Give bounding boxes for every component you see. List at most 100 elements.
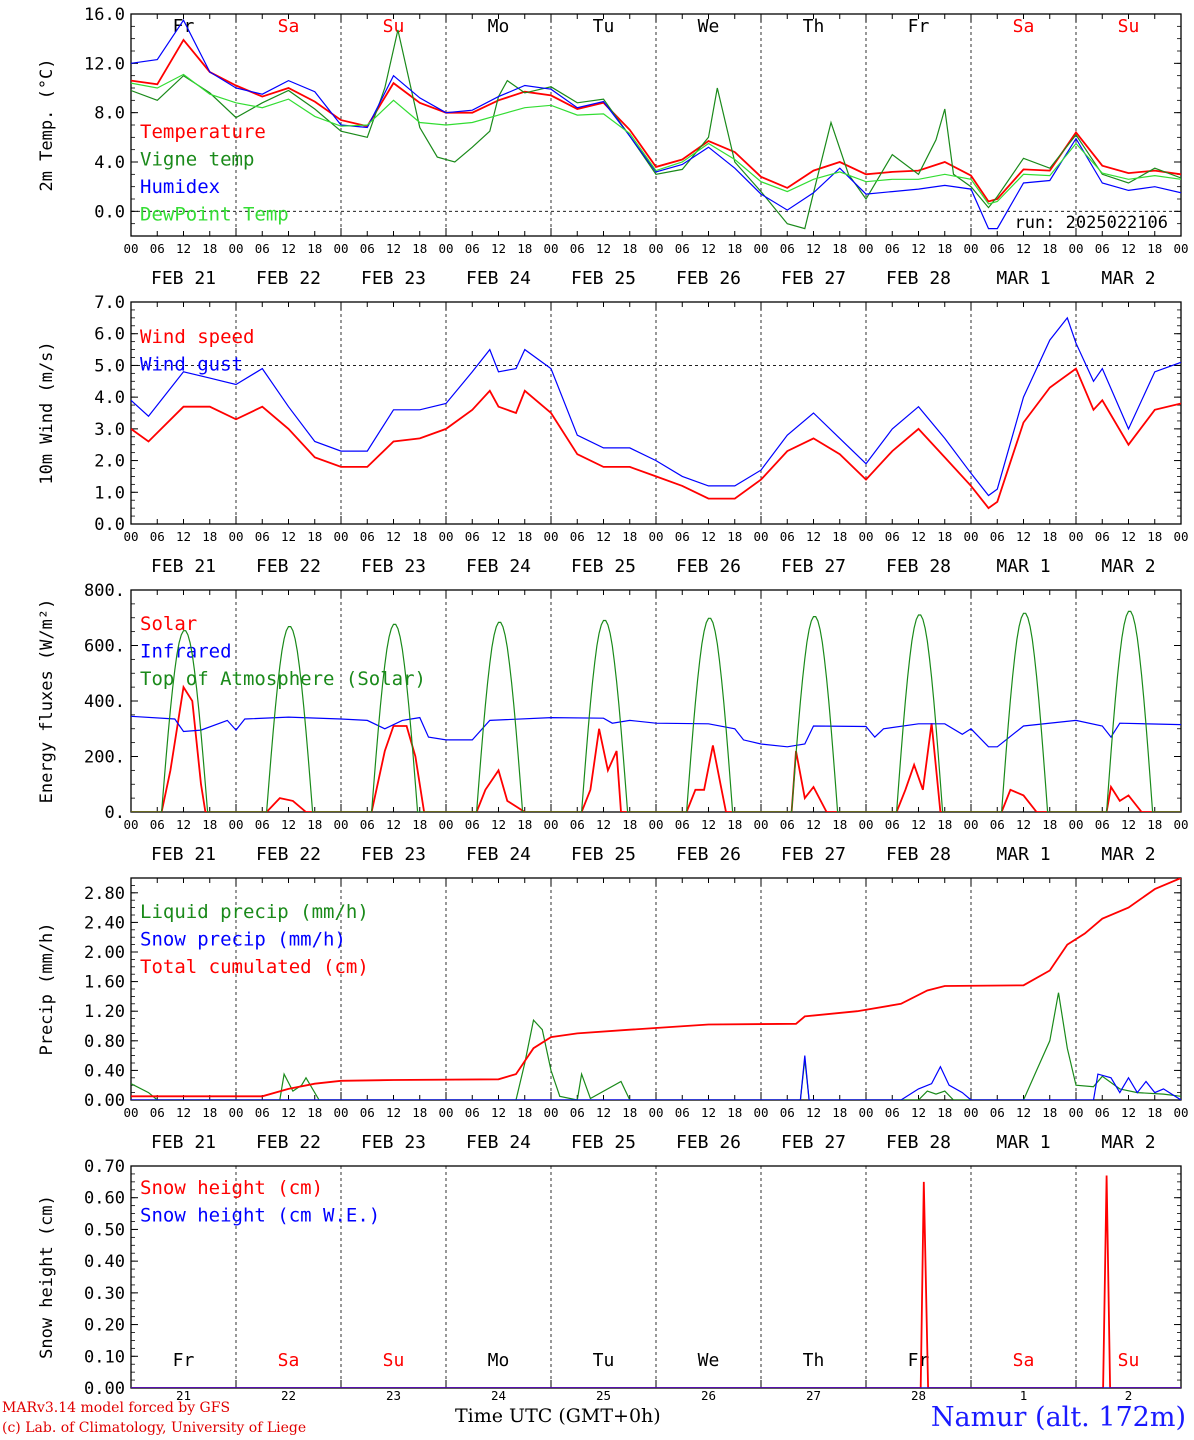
- hour-tick-label: 00: [123, 1105, 138, 1120]
- hour-tick-label: 06: [990, 241, 1005, 256]
- hour-tick-label: 00: [963, 1105, 978, 1120]
- hour-tick-label: 18: [412, 529, 427, 544]
- weekday-label: Th: [803, 1350, 825, 1371]
- hour-tick-label: 06: [1095, 241, 1110, 256]
- y-tick-label: 2.40: [84, 913, 125, 933]
- y-tick-label: 4.0: [94, 153, 125, 173]
- y-tick-label: 2.0: [94, 452, 125, 472]
- y-tick-label: 0.30: [84, 1284, 125, 1304]
- hour-tick-label: 12: [491, 1105, 506, 1120]
- hour-tick-label: 12: [1016, 529, 1031, 544]
- date-label: MAR 2: [1101, 844, 1155, 865]
- date-label: MAR 2: [1101, 268, 1155, 289]
- y-tick-label: 7.0: [94, 293, 125, 313]
- hour-tick-label: 18: [727, 817, 742, 832]
- hour-tick-label: 00: [858, 241, 873, 256]
- hour-tick-label: 18: [1042, 817, 1057, 832]
- hour-tick-label: 06: [990, 1105, 1005, 1120]
- y-tick-label: 6.0: [94, 325, 125, 345]
- hour-tick-label: 18: [412, 1105, 427, 1120]
- model-credit: MARv3.14 model forced by GFS: [2, 1400, 231, 1416]
- x-axis-title: Time UTC (GMT+0h): [455, 1405, 661, 1427]
- hour-tick-label: 18: [1147, 241, 1162, 256]
- series-line-red: [131, 367, 1181, 510]
- hour-tick-label: 06: [1095, 817, 1110, 832]
- hour-tick-label: 06: [150, 529, 165, 544]
- y-tick-label: 3.0: [94, 420, 125, 440]
- hour-tick-label: 00: [333, 529, 348, 544]
- legend-entry: DewPoint Temp: [140, 204, 289, 226]
- hour-tick-label: 06: [780, 529, 795, 544]
- hour-tick-label: 06: [465, 817, 480, 832]
- date-label: FEB 27: [781, 556, 846, 577]
- hour-tick-label: 18: [412, 817, 427, 832]
- hour-tick-label: 18: [622, 1105, 637, 1120]
- hour-tick-label: 12: [281, 241, 296, 256]
- hour-tick-label: 00: [648, 529, 663, 544]
- hour-tick-label: 12: [1121, 817, 1136, 832]
- series-line-lime: [131, 73, 1181, 205]
- hour-tick-label: 00: [858, 529, 873, 544]
- hour-tick-label: 18: [202, 529, 217, 544]
- y-tick-label: 0.00: [84, 1091, 125, 1111]
- day-number-label: 27: [806, 1388, 821, 1403]
- date-label: FEB 23: [361, 556, 426, 577]
- hour-tick-label: 12: [911, 241, 926, 256]
- hour-tick-label: 06: [675, 817, 690, 832]
- hour-tick-label: 00: [543, 817, 558, 832]
- hour-tick-label: 12: [596, 529, 611, 544]
- series-line-blue: [131, 715, 1181, 748]
- legend-entry: Vigne temp: [140, 149, 254, 171]
- hour-tick-label: 00: [438, 529, 453, 544]
- panel-snow: 0.00 0.10 0.20 0.30 0.40 0.50 0.60 0.70 Snow hei…: [37, 1157, 1182, 1403]
- series-line-green: [131, 29, 1181, 230]
- y-tick-label: 0.50: [84, 1220, 125, 1240]
- hour-tick-label: 06: [255, 241, 270, 256]
- hour-tick-label: 18: [832, 529, 847, 544]
- hour-tick-label: 18: [202, 1105, 217, 1120]
- y-axis-label: 10m Wind (m/s): [37, 341, 57, 484]
- hour-tick-label: 06: [990, 529, 1005, 544]
- y-tick-label: 16.0: [84, 5, 125, 25]
- day-number-label: 21: [176, 1388, 191, 1403]
- hour-tick-label: 06: [360, 817, 375, 832]
- weekday-label: We: [698, 1350, 720, 1371]
- hour-tick-label: 12: [806, 529, 821, 544]
- panel-precip: 0.00 0.40 0.80 1.20 1.60 2.00 2.40 2.80 Precip (…: [37, 877, 1189, 1153]
- date-label: FEB 24: [466, 556, 531, 577]
- date-label: FEB 22: [256, 268, 321, 289]
- hour-tick-label: 06: [360, 241, 375, 256]
- hour-tick-label: 00: [543, 241, 558, 256]
- hour-tick-label: 00: [1068, 529, 1083, 544]
- series-line-green: [131, 610, 1181, 812]
- hour-tick-label: 12: [1016, 241, 1031, 256]
- hour-tick-label: 18: [727, 1105, 742, 1120]
- hour-tick-label: 18: [622, 529, 637, 544]
- hour-tick-label: 06: [570, 817, 585, 832]
- date-label: MAR 1: [996, 1132, 1050, 1153]
- panel-temp: 0.0 4.0 8.0 12.0 16.0 2m Temp. (°C) 00 06 12 18 00…: [37, 5, 1189, 289]
- hour-tick-label: 12: [176, 1105, 191, 1120]
- y-tick-label: 0.20: [84, 1316, 125, 1336]
- hour-tick-label: 12: [1016, 817, 1031, 832]
- series-line-red: [131, 684, 1181, 812]
- hour-tick-label: 12: [1121, 529, 1136, 544]
- hour-tick-label: 18: [307, 817, 322, 832]
- hour-tick-label: 06: [570, 241, 585, 256]
- weekday-label: Sa: [278, 1350, 300, 1371]
- y-tick-label: 400.: [84, 692, 125, 712]
- weekday-label: Tu: [593, 1350, 615, 1371]
- legend-entry: Solar: [140, 613, 197, 635]
- y-tick-label: 0.00: [84, 1379, 125, 1399]
- hour-tick-label: 00: [1068, 817, 1083, 832]
- y-tick-label: 200.: [84, 748, 125, 768]
- date-label: FEB 27: [781, 1132, 846, 1153]
- hour-tick-label: 00: [438, 1105, 453, 1120]
- hour-tick-label: 12: [701, 241, 716, 256]
- y-tick-label: 800.: [84, 581, 125, 601]
- y-axis-label: Precip (mm/h): [37, 922, 57, 1055]
- y-tick-label: 1.20: [84, 1002, 125, 1022]
- hour-tick-label: 12: [596, 241, 611, 256]
- weekday-label: Fr: [173, 1350, 195, 1371]
- date-label: FEB 28: [886, 556, 951, 577]
